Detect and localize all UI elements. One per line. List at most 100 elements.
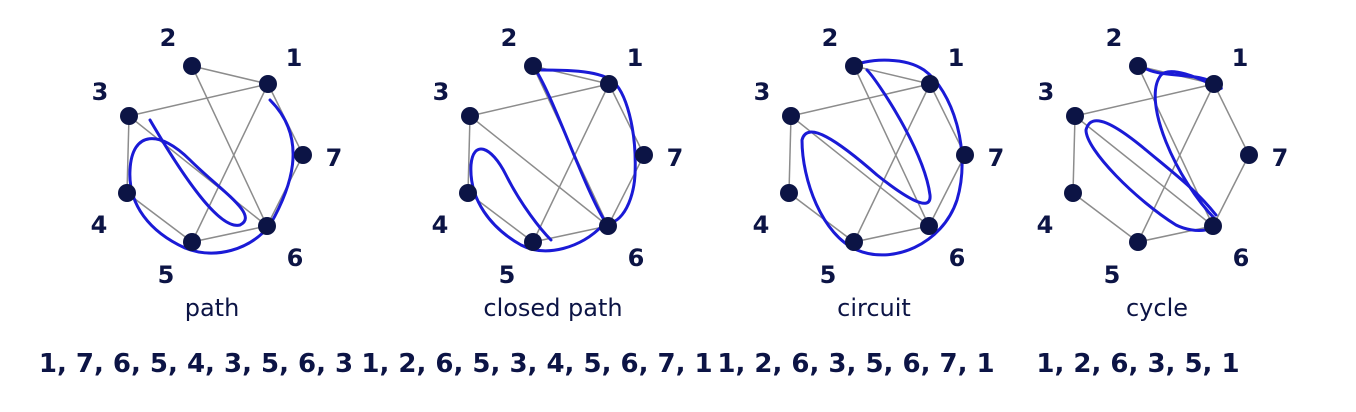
node-label-3: 3 — [433, 78, 450, 106]
panel-circuit: circuit 1, 2, 6, 3, 5, 6, 7, 1 1 2 3 4 5 6 7 — [717, 24, 1004, 379]
edge-1-3 — [469, 83, 610, 117]
panel-path: path 1, 7, 6, 5, 4, 3, 5, 6, 3 1 2 3 4 5 6 7 — [39, 24, 353, 379]
node-6 — [599, 217, 617, 235]
node-5 — [845, 233, 863, 251]
walk-route — [1084, 64, 1223, 232]
edge-3-6 — [790, 115, 930, 227]
node-2 — [524, 57, 542, 75]
edge-3-4 — [1072, 115, 1076, 194]
edge-1-3 — [790, 83, 931, 117]
edge-1-3 — [1074, 83, 1215, 117]
node-label-4: 4 — [91, 211, 108, 239]
node-7 — [635, 146, 653, 164]
node-label-6: 6 — [949, 244, 966, 272]
edge-3-4 — [467, 115, 471, 194]
node-3 — [120, 107, 138, 125]
node-label-2: 2 — [822, 24, 839, 52]
edge-6-7 — [928, 154, 966, 227]
node-1 — [259, 75, 277, 93]
node-6 — [1204, 217, 1222, 235]
node-label-6: 6 — [1233, 244, 1250, 272]
node-label-7: 7 — [988, 144, 1005, 172]
node-2 — [1129, 57, 1147, 75]
walk-route — [469, 64, 637, 253]
node-label-2: 2 — [1106, 24, 1123, 52]
panel-title: circuit — [837, 294, 911, 322]
node-2 — [845, 57, 863, 75]
walk-sequence: 1, 7, 6, 5, 4, 3, 5, 6, 3 — [39, 349, 353, 379]
node-label-7: 7 — [667, 144, 684, 172]
walk-sequence: 1, 2, 6, 3, 5, 6, 7, 1 — [717, 349, 994, 379]
node-label-1: 1 — [286, 44, 303, 72]
node-label-5: 5 — [499, 261, 516, 289]
panel-closed-path: closed path 1, 2, 6, 5, 3, 4, 5, 6, 7, 1… — [361, 24, 712, 379]
node-label-7: 7 — [326, 144, 343, 172]
node-2 — [183, 57, 201, 75]
edge-1-2 — [853, 65, 931, 85]
panel-title: path — [185, 294, 240, 322]
node-label-3: 3 — [1038, 78, 1055, 106]
panel-cycle: cycle 1, 2, 6, 3, 5, 1 1 2 3 4 5 6 7 — [1036, 24, 1288, 379]
walk-route — [800, 58, 964, 257]
node-label-4: 4 — [432, 211, 449, 239]
walk-sequence: 1, 2, 6, 3, 5, 1 — [1036, 349, 1239, 379]
edge-1-7 — [929, 83, 966, 156]
node-5 — [1129, 233, 1147, 251]
edge-5-6 — [191, 225, 268, 243]
node-label-5: 5 — [158, 261, 175, 289]
node-label-6: 6 — [287, 244, 304, 272]
edge-5-6 — [532, 225, 609, 243]
node-label-1: 1 — [627, 44, 644, 72]
edge-4-5 — [1072, 192, 1139, 243]
edge-3-6 — [1074, 115, 1214, 227]
node-label-4: 4 — [1037, 211, 1054, 239]
node-7 — [1240, 146, 1258, 164]
node-4 — [1064, 184, 1082, 202]
node-label-1: 1 — [948, 44, 965, 72]
edge-3-4 — [788, 115, 792, 194]
node-label-1: 1 — [1232, 44, 1249, 72]
node-label-2: 2 — [501, 24, 518, 52]
edge-4-5 — [126, 192, 193, 243]
edge-1-7 — [1213, 83, 1250, 156]
edge-2-6 — [853, 65, 930, 227]
node-7 — [956, 146, 974, 164]
node-4 — [780, 184, 798, 202]
node-7 — [294, 146, 312, 164]
node-4 — [118, 184, 136, 202]
edge-3-6 — [469, 115, 609, 227]
node-label-2: 2 — [160, 24, 177, 52]
node-3 — [782, 107, 800, 125]
node-4 — [459, 184, 477, 202]
edge-1-5 — [191, 83, 269, 243]
edge-1-7 — [608, 83, 645, 156]
edge-3-6 — [128, 115, 268, 227]
node-6 — [258, 217, 276, 235]
node-6 — [920, 217, 938, 235]
edge-2-6 — [191, 65, 268, 227]
edge-1-2 — [191, 65, 269, 85]
node-label-3: 3 — [754, 78, 771, 106]
node-label-5: 5 — [1104, 261, 1121, 289]
node-label-5: 5 — [820, 261, 837, 289]
panel-title: closed path — [483, 294, 622, 322]
edge-1-3 — [128, 83, 269, 117]
edge-1-5 — [532, 83, 610, 243]
node-1 — [600, 75, 618, 93]
edge-6-7 — [1212, 154, 1250, 227]
edge-1-5 — [853, 83, 931, 243]
node-1 — [921, 75, 939, 93]
node-3 — [461, 107, 479, 125]
node-label-4: 4 — [753, 211, 770, 239]
node-label-6: 6 — [628, 244, 645, 272]
panel-title: cycle — [1126, 294, 1188, 322]
node-5 — [524, 233, 542, 251]
walk-sequence: 1, 2, 6, 5, 3, 4, 5, 6, 7, 1 — [361, 349, 712, 379]
edge-5-6 — [853, 225, 930, 243]
node-3 — [1066, 107, 1084, 125]
edge-5-6 — [1137, 225, 1214, 243]
node-1 — [1205, 75, 1223, 93]
node-label-7: 7 — [1272, 144, 1289, 172]
edge-3-4 — [126, 115, 130, 194]
